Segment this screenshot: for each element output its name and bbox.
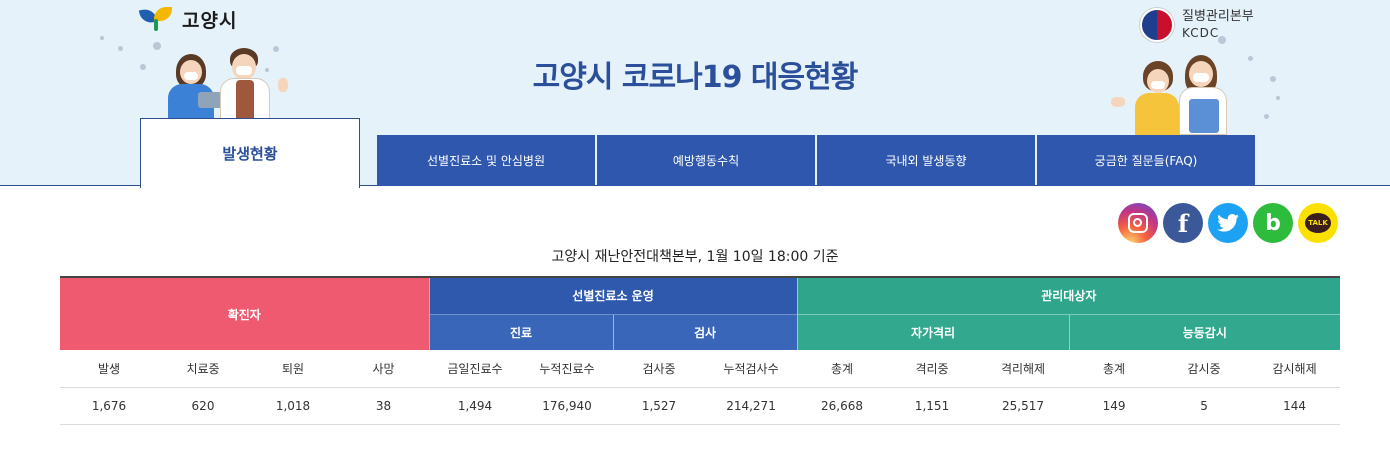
column-header: 감시해제 bbox=[1249, 350, 1341, 388]
data-basis-note: 고양시 재난안전대책본부, 1월 10일 18:00 기준 bbox=[551, 249, 839, 265]
tab-faq[interactable]: 궁금한 질문들(FAQ) bbox=[1037, 135, 1255, 186]
column-header: 누적검사수 bbox=[705, 350, 798, 388]
column-header: 치료중 bbox=[158, 350, 248, 388]
twitter-icon[interactable] bbox=[1208, 203, 1248, 243]
subgroup-test: 검사 bbox=[612, 313, 798, 350]
goyang-city-logo[interactable]: 고양시 bbox=[138, 6, 238, 32]
column-header: 금일진료수 bbox=[429, 350, 521, 388]
column-header: 발생 bbox=[60, 350, 158, 388]
taegeuk-emblem-icon bbox=[1140, 8, 1174, 42]
table-cell: 1,018 bbox=[248, 387, 338, 425]
health-worker-illustration-left bbox=[160, 48, 300, 120]
column-header: 총계 bbox=[1069, 350, 1160, 388]
column-header: 감시중 bbox=[1159, 350, 1250, 388]
table-cell: 5 bbox=[1159, 387, 1250, 425]
column-header-row: 발생 치료중 퇴원 사망 금일진료수 누적진료수 검사중 누적검사수 총계 격리… bbox=[60, 350, 1341, 388]
group-confirmed: 확진자 bbox=[60, 276, 429, 350]
subgroup-treatment: 진료 bbox=[428, 313, 613, 350]
table-cell: 1,494 bbox=[429, 387, 521, 425]
tab-prevention-rules[interactable]: 예방행동수칙 bbox=[597, 135, 815, 186]
health-worker-illustration-right bbox=[1105, 55, 1235, 135]
kcdc-abbrev: KCDC bbox=[1182, 26, 1220, 40]
table-cell: 1,676 bbox=[60, 387, 158, 425]
column-header: 사망 bbox=[338, 350, 429, 388]
city-logo-text: 고양시 bbox=[182, 9, 238, 32]
tab-outbreak-status[interactable]: 발생현황 bbox=[140, 118, 360, 188]
table-cell: 38 bbox=[338, 387, 429, 425]
page-title: 고양시 코로나19 대응현황 bbox=[532, 60, 859, 95]
kcdc-name: 질병관리본부 bbox=[1182, 9, 1254, 24]
group-monitoring-targets: 관리대상자 bbox=[796, 276, 1341, 314]
band-icon[interactable]: b bbox=[1253, 203, 1293, 243]
facebook-icon[interactable]: f bbox=[1163, 203, 1203, 243]
table-cell: 1,151 bbox=[887, 387, 978, 425]
column-header: 격리해제 bbox=[977, 350, 1070, 388]
table-cell: 214,271 bbox=[705, 387, 798, 425]
column-header: 퇴원 bbox=[248, 350, 338, 388]
table-row: 1,676 620 1,018 38 1,494 176,940 1,527 2… bbox=[60, 387, 1341, 425]
table-cell: 26,668 bbox=[797, 387, 888, 425]
table-cell: 176,940 bbox=[521, 387, 613, 425]
kcdc-logo[interactable]: 질병관리본부 KCDC bbox=[1140, 8, 1254, 42]
column-header: 누적진료수 bbox=[521, 350, 613, 388]
table-cell: 149 bbox=[1069, 387, 1160, 425]
instagram-icon[interactable] bbox=[1118, 203, 1158, 243]
table-cell: 25,517 bbox=[977, 387, 1070, 425]
column-header: 격리중 bbox=[887, 350, 978, 388]
tab-screening-clinics[interactable]: 선별진료소 및 안심병원 bbox=[377, 135, 595, 186]
kakaotalk-label: TALK bbox=[1305, 213, 1331, 233]
table-cell: 144 bbox=[1249, 387, 1341, 425]
column-header: 총계 bbox=[797, 350, 888, 388]
table-cell: 620 bbox=[158, 387, 248, 425]
subgroup-self-quarantine: 자가격리 bbox=[796, 313, 1070, 350]
kakaotalk-icon[interactable]: TALK bbox=[1298, 203, 1338, 243]
table-cell: 1,527 bbox=[613, 387, 705, 425]
column-header: 검사중 bbox=[613, 350, 705, 388]
status-table: 확진자 선별진료소 운영 관리대상자 진료 검사 자가격리 능동감시 발생 치료… bbox=[60, 276, 1341, 425]
subgroup-active-monitoring: 능동감시 bbox=[1068, 313, 1341, 350]
goyang-emblem-icon bbox=[138, 7, 174, 31]
group-screening-operation: 선별진료소 운영 bbox=[428, 276, 798, 314]
tab-domestic-global-trends[interactable]: 국내외 발생동향 bbox=[817, 135, 1035, 186]
